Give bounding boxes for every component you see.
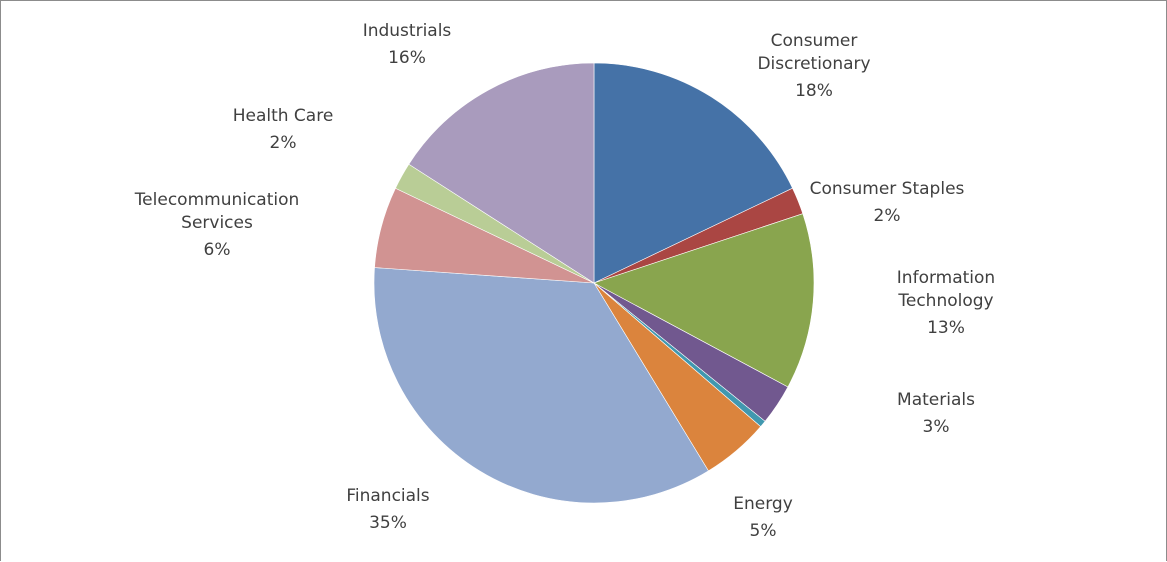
slice-value-label: 3% — [923, 417, 950, 437]
slice-name-line: Discretionary — [757, 54, 870, 74]
slice-value-label: 2% — [874, 206, 901, 226]
pie-slices — [373, 62, 815, 504]
slice-name-line: Consumer Staples — [810, 179, 965, 199]
slice-name-line: Technology — [897, 291, 993, 311]
slice-value-label: 6% — [204, 240, 231, 260]
slice-label-energy: Energy 5% — [733, 494, 793, 541]
slice-label-consumer-discretionary: Consumer Discretionary 18% — [757, 31, 870, 101]
slice-value-label: 18% — [795, 81, 833, 101]
slice-name-line: Energy — [733, 494, 793, 514]
slice-value-label: 2% — [270, 133, 297, 153]
slice-name-line: Information — [897, 268, 995, 288]
slice-label-industrials: Industrials 16% — [363, 21, 452, 68]
pie-slice-information-technology — [593, 213, 815, 388]
slice-name-line: Consumer — [771, 31, 858, 51]
slice-name-line: Industrials — [363, 21, 452, 41]
slice-label-health-care: Health Care 2% — [233, 106, 334, 153]
slice-label-information-technology: Information Technology 13% — [897, 268, 995, 338]
slice-name-line: Services — [181, 213, 253, 233]
slice-labels: Consumer Discretionary 18% Consumer Staples… — [134, 21, 996, 541]
slice-label-consumer-staples: Consumer Staples 2% — [810, 179, 965, 226]
slice-name-line: Financials — [346, 486, 429, 506]
pie-slice-industrials — [408, 62, 595, 284]
slice-value-label: 5% — [750, 521, 777, 541]
slice-value-label: 35% — [369, 513, 407, 533]
slice-name-line: Telecommunication — [134, 190, 300, 210]
slice-label-financials: Financials 35% — [346, 486, 429, 533]
slice-name-line: Health Care — [233, 106, 334, 126]
slice-value-label: 13% — [927, 318, 965, 338]
pie-slice-financials — [373, 267, 709, 504]
slice-label-materials: Materials 3% — [897, 390, 975, 437]
pie-slice-consumer-discretionary — [593, 62, 793, 284]
slice-name-line: Materials — [897, 390, 975, 410]
slice-value-label: 16% — [388, 48, 426, 68]
slice-label-telecommunication-services: Telecommunication Services 6% — [134, 190, 300, 260]
